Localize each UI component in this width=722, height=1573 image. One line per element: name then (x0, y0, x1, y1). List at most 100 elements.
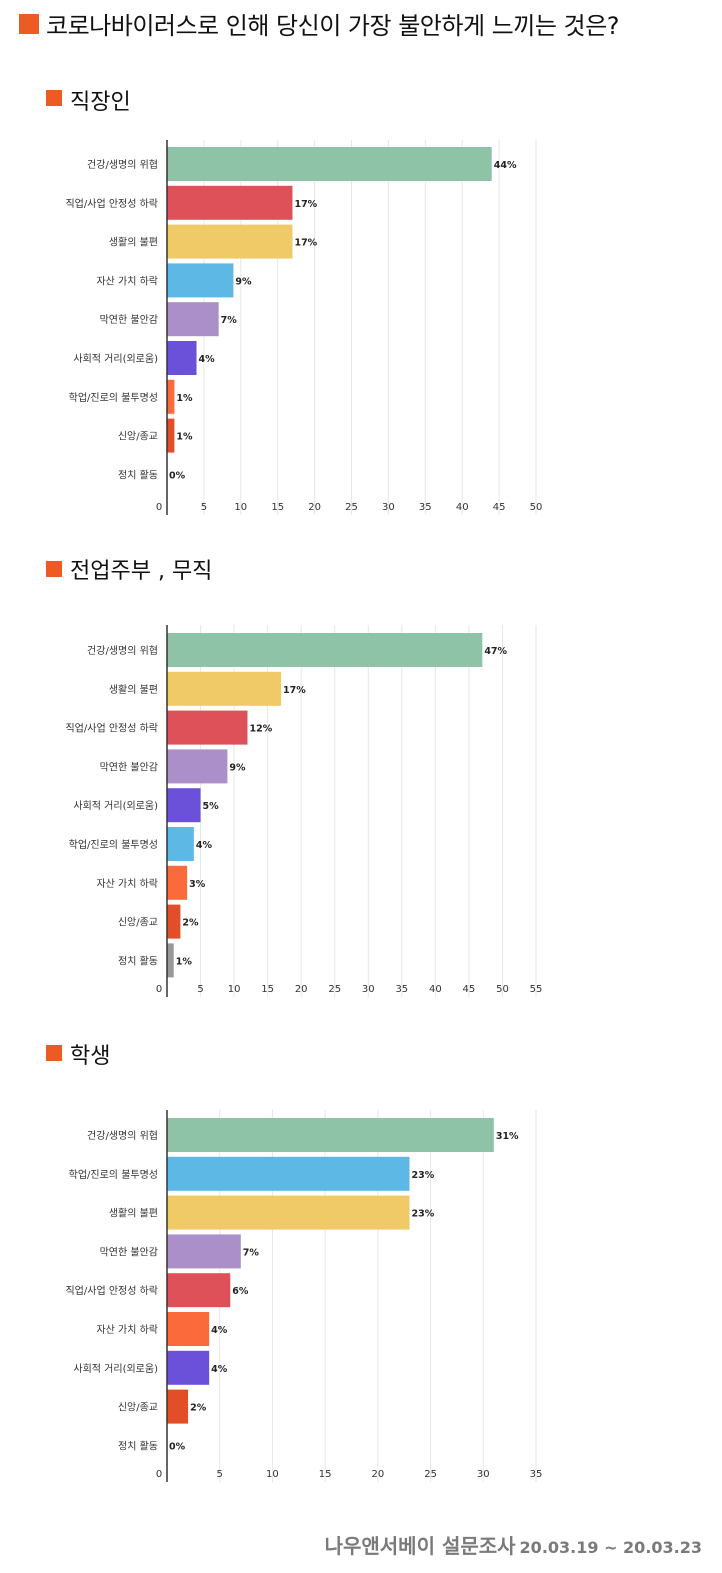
bar (167, 865, 188, 900)
value-label: 23% (411, 1209, 434, 1220)
tick-label: 35 (395, 984, 408, 995)
section-title: 전업주부 , 무직 (70, 559, 213, 584)
tick-label: 10 (234, 502, 247, 513)
value-label: 3% (189, 879, 206, 890)
value-label: 7% (221, 315, 238, 326)
section-marker (46, 561, 62, 577)
category-label: 자산 가치 하락 (96, 877, 158, 890)
section-title: 직장인 (70, 90, 131, 115)
category-label: 직업/사업 안정성 하락 (65, 722, 158, 735)
category-label: 건강/생명의 위협 (87, 158, 158, 171)
bar (167, 633, 483, 667)
section-marker (46, 1045, 62, 1061)
tick-label: 20 (295, 984, 308, 995)
bar (167, 1156, 410, 1191)
bar (167, 418, 175, 453)
tick-label: 25 (424, 1469, 437, 1480)
survey-dates: 20.03.19 ~ 20.03.23 (519, 1538, 702, 1557)
bar (167, 1273, 231, 1308)
value-label: 0% (169, 470, 186, 481)
tick-label: 10 (228, 984, 241, 995)
category-label: 정치 활동 (118, 468, 158, 481)
page-title: 코로나바이러스로 인해 당신이 가장 불안하게 느끼는 것은? (46, 12, 619, 40)
tick-label: 20 (371, 1469, 384, 1480)
value-label: 7% (243, 1247, 260, 1258)
bar (167, 749, 228, 784)
bar (167, 302, 219, 337)
title-marker (19, 14, 39, 34)
bar (167, 904, 181, 939)
section-title: 학생 (70, 1044, 111, 1069)
tick-label: 50 (530, 502, 543, 513)
value-label: 12% (250, 724, 273, 735)
tick-label: 5 (197, 984, 203, 995)
value-label: 1% (176, 432, 193, 443)
category-label: 생활의 불편 (109, 683, 158, 696)
tick-label: 25 (345, 502, 358, 513)
value-label: 9% (235, 276, 252, 287)
value-label: 1% (176, 393, 193, 404)
category-label: 사회적 거리(외로움) (73, 353, 158, 365)
bar (167, 341, 197, 375)
category-label: 직업/사업 안정성 하락 (65, 197, 158, 210)
tick-label: 15 (271, 502, 284, 513)
chart-homemakers-unemployed: 건강/생명의 위협 47% 생활의 불편 17% 직업/사업 안정성 하락 12% 막연한 … (65, 625, 542, 997)
tick-label: 15 (261, 984, 274, 995)
category-label: 학업/진로의 불투명성 (69, 391, 158, 404)
bar (167, 1195, 410, 1230)
section-marker (46, 90, 62, 106)
category-label: 직업/사업 안정성 하락 (65, 1284, 158, 1297)
bar (167, 1350, 210, 1385)
category-label: 막연한 불안감 (100, 761, 158, 773)
bar (167, 185, 293, 220)
tick-label: 0 (156, 984, 162, 995)
tick-label: 50 (496, 984, 509, 995)
category-label: 건강/생명의 위협 (87, 644, 158, 657)
category-label: 학업/진로의 불투명성 (69, 838, 158, 851)
value-label: 17% (283, 685, 306, 696)
tick-label: 30 (477, 1469, 490, 1480)
category-label: 막연한 불안감 (100, 1246, 158, 1258)
tick-label: 25 (328, 984, 341, 995)
tick-label: 45 (493, 502, 506, 513)
value-label: 4% (211, 1364, 228, 1375)
bar (167, 671, 282, 706)
bar (167, 943, 174, 978)
bar (167, 224, 293, 259)
value-label: 9% (229, 762, 246, 773)
tick-label: 5 (217, 1469, 223, 1480)
category-label: 생활의 불편 (109, 236, 158, 249)
category-label: 건강/생명의 위협 (87, 1129, 158, 1142)
value-label: 0% (169, 1441, 186, 1452)
tick-label: 5 (201, 502, 207, 513)
value-label: 17% (294, 238, 317, 249)
tick-label: 30 (362, 984, 375, 995)
bar (167, 1234, 241, 1269)
bar (167, 827, 194, 861)
value-label: 2% (182, 918, 199, 929)
value-label: 17% (294, 199, 317, 210)
tick-label: 20 (308, 502, 321, 513)
tick-label: 0 (156, 1469, 162, 1480)
value-label: 23% (411, 1170, 434, 1181)
category-label: 자산 가치 하락 (96, 274, 158, 287)
category-label: 신앙/종교 (118, 1402, 158, 1414)
value-label: 4% (211, 1325, 228, 1336)
category-label: 사회적 거리(외로움) (73, 800, 158, 812)
chart-students: 건강/생명의 위협 31% 학업/진로의 불투명성 23% 생활의 불편 23% 막연한 불… (65, 1110, 542, 1482)
category-label: 정치 활동 (118, 954, 158, 967)
value-label: 44% (494, 160, 517, 171)
category-label: 사회적 거리(외로움) (73, 1363, 158, 1375)
survey-source: 나우앤서베이 설문조사 (324, 1534, 516, 1558)
tick-label: 15 (319, 1469, 332, 1480)
tick-label: 0 (156, 502, 162, 513)
category-label: 학업/진로의 불투명성 (69, 1168, 158, 1181)
bar (167, 379, 175, 414)
bar (167, 1118, 494, 1152)
value-label: 2% (190, 1403, 207, 1414)
value-label: 1% (176, 956, 193, 967)
tick-label: 40 (429, 984, 442, 995)
tick-label: 30 (382, 502, 395, 513)
category-label: 자산 가치 하락 (96, 1323, 158, 1336)
category-label: 신앙/종교 (118, 917, 158, 929)
